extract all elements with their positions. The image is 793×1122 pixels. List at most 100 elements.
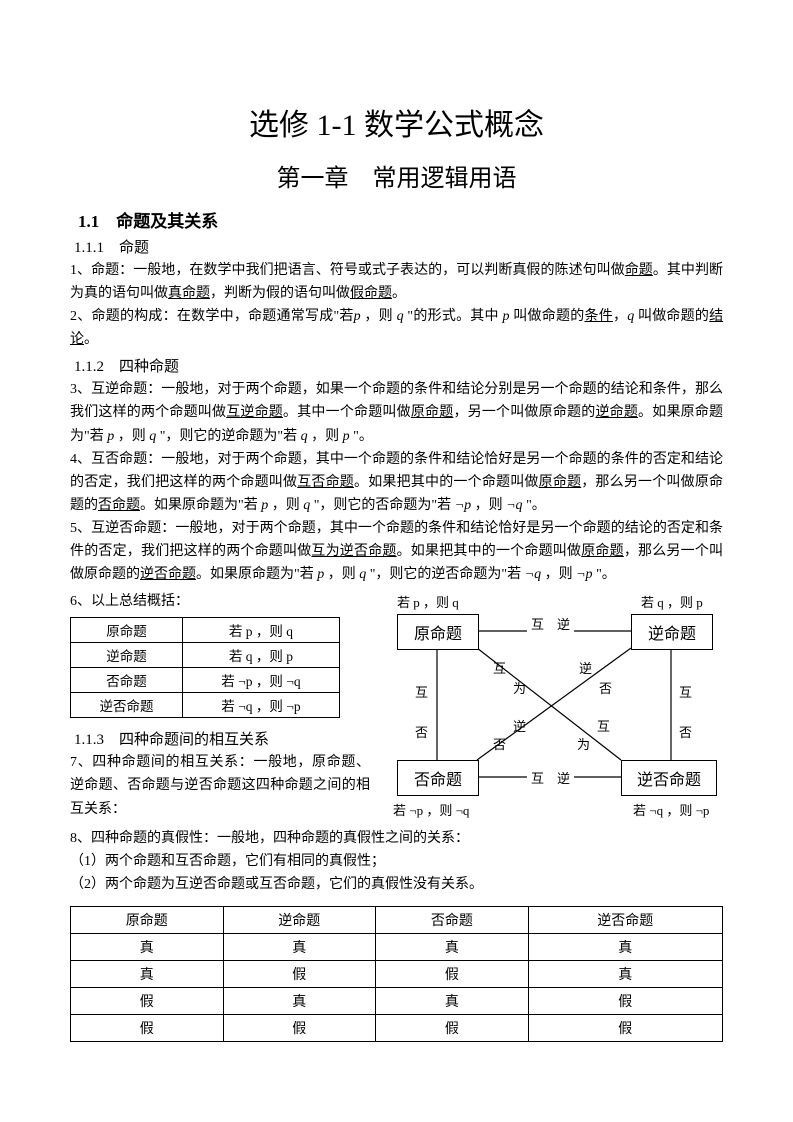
el-3: 否 bbox=[415, 722, 428, 741]
table-row: 真 真 真 真 bbox=[71, 933, 723, 960]
tt-r0c0: 真 bbox=[71, 933, 224, 960]
relation-diagram: 若 p ，则 q 若 q ，则 p 原命题 逆命题 否命题 逆否命题 若 ¬p … bbox=[379, 584, 729, 824]
p1c: ，判断为假的语句叫做 bbox=[210, 286, 350, 301]
tt-r3c2: 假 bbox=[376, 1014, 529, 1041]
p4-np: ¬p bbox=[455, 498, 471, 513]
p5g: ，则 bbox=[545, 567, 573, 582]
tt-r3c3: 假 bbox=[528, 1014, 722, 1041]
p2c: "的形式。其中 bbox=[407, 309, 498, 324]
para-2: 2、命题的构成：在数学中，命题通常写成"若p ，则 q "的形式。其中 p 叫做… bbox=[70, 305, 723, 351]
p5d: 。如果原命题为"若 bbox=[196, 567, 314, 582]
row-block: 6、以上总结概括： 原命题若 p ，则 q 逆命题若 q ，则 p 否命题若 ¬… bbox=[70, 590, 723, 820]
u-nifou: 逆否命题 bbox=[140, 567, 196, 582]
st-r2c1: 若 ¬p ，则 ¬q bbox=[182, 668, 339, 693]
st-r1c1: 若 q ，则 p bbox=[182, 643, 339, 668]
table-row: 真 假 假 真 bbox=[71, 960, 723, 987]
u-ni: 逆命题 bbox=[595, 405, 638, 420]
p2b: ，则 bbox=[364, 309, 392, 324]
el-6: 互 bbox=[493, 658, 506, 677]
el-9: 否 bbox=[599, 678, 612, 697]
tt-h1: 逆命题 bbox=[223, 906, 376, 933]
section-1-1-1: 1.1.1 命题 bbox=[74, 236, 723, 257]
st-r3c1: 若 ¬q ，则 ¬p bbox=[182, 693, 339, 718]
tt-r1c2: 假 bbox=[376, 960, 529, 987]
p4e: ，则 bbox=[272, 498, 300, 513]
para-8: 8、四种命题的真假性：一般地，四种命题的真假性之间的关系： bbox=[70, 827, 723, 850]
para-6: 6、以上总结概括： bbox=[70, 590, 370, 613]
el-4: 互 bbox=[679, 682, 692, 701]
section-1-1: 1.1 命题及其关系 bbox=[78, 207, 723, 232]
tt-r2c2: 真 bbox=[376, 987, 529, 1014]
u-jia: 假命题 bbox=[350, 286, 392, 301]
tt-r0c2: 真 bbox=[376, 933, 529, 960]
el-11: 为 bbox=[577, 734, 590, 753]
p5h: "。 bbox=[596, 567, 616, 582]
para-1: 1、命题：一般地，在数学中我们把语言、符号或式子表达的，可以判断真假的陈述句叫做… bbox=[70, 259, 723, 305]
p3b: 。其中一个命题叫做 bbox=[283, 405, 411, 420]
tt-h3: 逆否命题 bbox=[528, 906, 722, 933]
page: 选修 1-1 数学公式概念 第一章 常用逻辑用语 1.1 命题及其关系 1.1.… bbox=[0, 0, 793, 1102]
p3-p2: p bbox=[343, 429, 350, 444]
table-row: 逆命题若 q ，则 p bbox=[71, 643, 340, 668]
u-zhen: 真命题 bbox=[168, 286, 210, 301]
main-title: 选修 1-1 数学公式概念 bbox=[70, 100, 723, 144]
tt-r0c3: 真 bbox=[528, 933, 722, 960]
p3-q: q bbox=[149, 429, 156, 444]
p4-p: p bbox=[261, 498, 268, 513]
u-hufou: 互否命题 bbox=[297, 475, 354, 490]
left-column: 6、以上总结概括： 原命题若 p ，则 q 逆命题若 q ，则 p 否命题若 ¬… bbox=[70, 590, 370, 820]
tt-h2: 否命题 bbox=[376, 906, 529, 933]
tt-r3c0: 假 bbox=[71, 1014, 224, 1041]
math-p: p bbox=[354, 309, 361, 324]
para-8-1: （1）两个命题和互否命题，它们有相同的真假性； bbox=[70, 850, 723, 873]
table-row: 假 假 假 假 bbox=[71, 1014, 723, 1041]
p1d: 。 bbox=[392, 286, 406, 301]
p1a: 1、命题：一般地，在数学中我们把语言、符号或式子表达的，可以判断真假的陈述句叫做 bbox=[70, 263, 625, 278]
table-row: 原命题若 p ，则 q bbox=[71, 618, 340, 643]
p5f: "，则它的逆否命题为"若 bbox=[370, 567, 521, 582]
u-yuan: 原命题 bbox=[411, 405, 454, 420]
st-r2c0: 否命题 bbox=[71, 668, 183, 693]
st-r0c0: 原命题 bbox=[71, 618, 183, 643]
st-r1c0: 逆命题 bbox=[71, 643, 183, 668]
p4f: "，则它的否命题为"若 bbox=[314, 498, 451, 513]
p3g: ，则 bbox=[311, 429, 339, 444]
math-q: q bbox=[397, 309, 404, 324]
p2e: ， bbox=[613, 309, 627, 324]
u-tiaojian: 条件 bbox=[584, 309, 612, 324]
u-fou: 否命题 bbox=[98, 498, 140, 513]
math-p2: p bbox=[503, 309, 510, 324]
p5-q: q bbox=[359, 567, 366, 582]
para-4: 4、互否命题：一般地，对于两个命题，其中一个命题的条件和结论恰好是另一个命题的条… bbox=[70, 448, 723, 517]
u-yuan3: 原命题 bbox=[581, 544, 624, 559]
p3f: "，则它的逆命题为"若 bbox=[160, 429, 297, 444]
p4b: 。如果把其中的一个命题叫做 bbox=[354, 475, 539, 490]
p2g: 。 bbox=[84, 332, 98, 347]
el-0: 互 逆 bbox=[527, 614, 574, 633]
truth-table: 原命题 逆命题 否命题 逆否命题 真 真 真 真 真 假 假 真 假 真 真 假… bbox=[70, 906, 723, 1042]
u-huni: 互逆命题 bbox=[226, 405, 283, 420]
u-mingti: 命题 bbox=[625, 263, 653, 278]
para-5: 5、互逆否命题：一般地，对于两个命题，其中一个命题的条件和结论恰好是另一个命题的… bbox=[70, 517, 723, 586]
p5b: 。如果把其中的一个命题叫做 bbox=[397, 544, 582, 559]
table-row: 假 真 真 假 bbox=[71, 987, 723, 1014]
el-12: 逆 bbox=[513, 716, 526, 735]
st-r0c1: 若 p ，则 q bbox=[182, 618, 339, 643]
p3-q2: q bbox=[301, 429, 308, 444]
tt-r1c1: 假 bbox=[223, 960, 376, 987]
node-nifou: 逆否命题 bbox=[621, 760, 717, 796]
tt-r2c1: 真 bbox=[223, 987, 376, 1014]
el-10: 互 bbox=[597, 716, 610, 735]
node-ni: 逆命题 bbox=[631, 614, 713, 650]
table-row: 原命题 逆命题 否命题 逆否命题 bbox=[71, 906, 723, 933]
dl-top-right: 若 q ，则 p bbox=[641, 592, 703, 611]
p2d: 叫做命题的 bbox=[513, 309, 584, 324]
p4d: 。如果原命题为"若 bbox=[140, 498, 258, 513]
p5e: ，则 bbox=[328, 567, 356, 582]
p4h: "。 bbox=[526, 498, 546, 513]
el-8: 逆 bbox=[579, 658, 592, 677]
section-1-1-2: 1.1.2 四种命题 bbox=[74, 355, 723, 376]
u-yuan2: 原命题 bbox=[539, 475, 582, 490]
tt-r2c3: 假 bbox=[528, 987, 722, 1014]
p3h: "。 bbox=[353, 429, 373, 444]
